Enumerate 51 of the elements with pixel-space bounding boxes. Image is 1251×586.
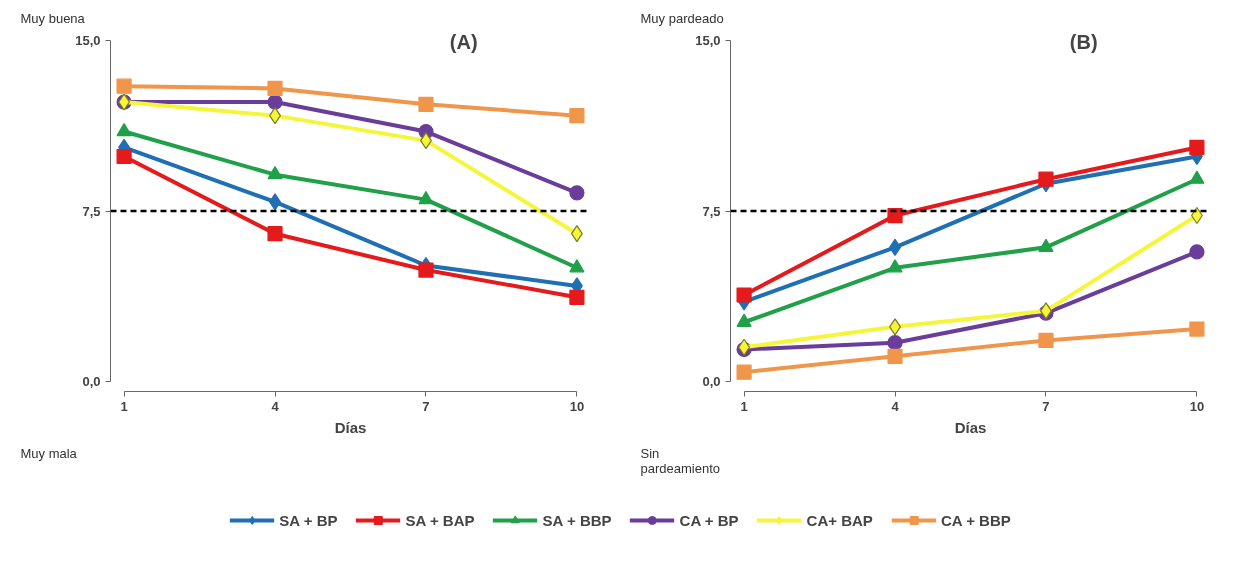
x-tick-label: 7 <box>1042 398 1050 414</box>
point <box>736 364 752 380</box>
point <box>267 226 283 242</box>
legend-label: SA + BBP <box>542 511 612 529</box>
y-tick-label: 0,0 <box>702 373 721 389</box>
legend-label: SA + BP <box>279 511 338 529</box>
point <box>887 259 903 273</box>
x-tick-label: 10 <box>569 398 585 414</box>
y-tick-label: 15,0 <box>695 33 721 49</box>
legend-label: CA + BP <box>679 511 739 529</box>
point <box>418 262 434 278</box>
point <box>116 148 132 165</box>
point <box>887 207 903 224</box>
point <box>1038 332 1054 349</box>
text: Muy buena <box>20 10 86 26</box>
text: Sin pardeamiento <box>640 445 720 476</box>
point <box>1189 244 1205 260</box>
point <box>569 185 585 201</box>
point <box>569 289 585 305</box>
x-tick-label: 10 <box>1189 398 1205 414</box>
point <box>418 96 434 112</box>
x-tick-label: 4 <box>271 398 280 414</box>
chart-title: (A) <box>449 30 478 53</box>
x-tick-label: 1 <box>120 398 128 414</box>
point <box>116 78 132 94</box>
point <box>267 80 283 96</box>
y-tick-label: 7,5 <box>702 203 721 219</box>
y-tick-label: 7,5 <box>82 203 101 219</box>
text: Muy pardeado <box>640 10 724 26</box>
point <box>570 225 583 243</box>
x-tick-label: 1 <box>740 398 748 414</box>
point <box>736 287 752 303</box>
point <box>569 108 585 124</box>
point <box>1189 321 1205 337</box>
x-tick-label: 4 <box>891 398 900 414</box>
point <box>887 348 903 364</box>
legend-label: CA + BBP <box>940 511 1011 529</box>
text: Muy mala <box>20 445 78 461</box>
point <box>569 259 585 273</box>
x-tick-label: 7 <box>422 398 430 414</box>
point <box>1189 139 1205 156</box>
y-tick-label: 0,0 <box>82 373 101 389</box>
point <box>1038 171 1054 187</box>
point <box>267 94 283 110</box>
point <box>887 335 903 351</box>
x-axis-title: Días <box>954 418 987 436</box>
chart-title: (B) <box>1069 30 1098 53</box>
y-tick-label: 15,0 <box>75 33 101 49</box>
legend-label: CA+ BAP <box>806 511 873 529</box>
x-axis-title: Días <box>334 418 367 436</box>
legend-label: SA + BAP <box>405 511 475 529</box>
